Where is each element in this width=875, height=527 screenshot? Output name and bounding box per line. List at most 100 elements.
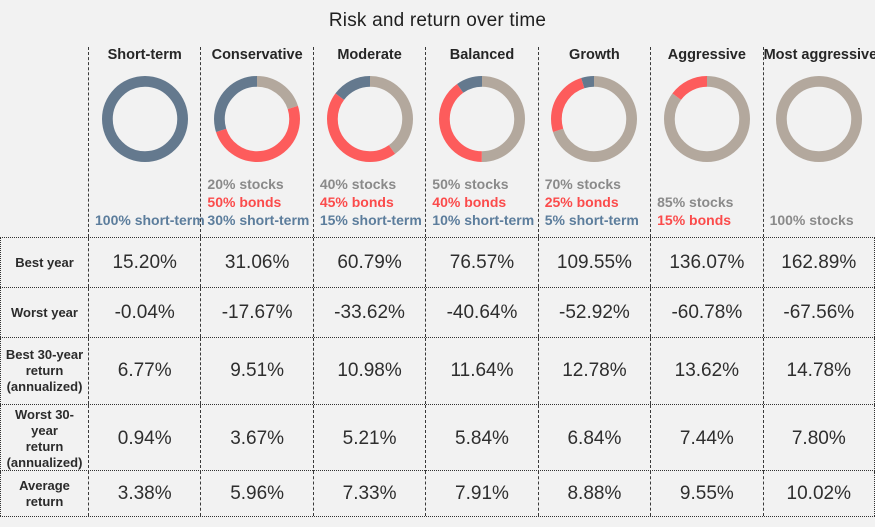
donut-segment-short_term — [101, 75, 188, 162]
allocation-legend: 70% stocks 25% bonds 5% short-term — [539, 169, 650, 229]
allocation-legend: 50% stocks 40% bonds 10% short-term — [426, 169, 537, 229]
allocation-label-stocks: 70% stocks — [544, 176, 621, 192]
return-value-cell: 8.88% — [537, 471, 650, 516]
returns-table: Best year 15.20% 31.06% 60.79% 76.57% 109.55… — [0, 237, 875, 517]
portfolio-name: Short-term — [107, 47, 182, 63]
donut-svg — [776, 75, 863, 162]
portfolio-column-growth: Growth 70% stocks 25% bonds 5% short-term — [537, 47, 650, 237]
donut-segment-bonds — [663, 75, 750, 162]
return-value-cell: 6.84% — [537, 405, 650, 473]
portfolio-column-conservative: Conservative 20% stocks 50% bonds 30% shor… — [200, 47, 312, 237]
return-value-cell: 0.94% — [88, 405, 200, 473]
row-label: Worst year — [0, 288, 88, 337]
portfolio-column-aggressive: Aggressive 85% stocks 15% bonds — [650, 47, 762, 237]
return-value-cell: 6.77% — [88, 338, 200, 404]
allocation-label-bonds: 15% bonds — [657, 212, 732, 228]
allocation-label-short_term: 5% short-term — [544, 212, 639, 228]
portfolio-column-moderate: Moderate 40% stocks 45% bonds 15% short-te… — [312, 47, 425, 237]
return-value-cell: 136.07% — [650, 238, 762, 287]
donut-svg — [214, 75, 301, 162]
allocation-label-short_term: 15% short-term — [319, 212, 422, 228]
allocation-label-short_term: 30% short-term — [207, 212, 310, 228]
portfolio-name: Aggressive — [667, 47, 746, 63]
donut-svg — [438, 75, 525, 162]
row-label: Average return — [0, 471, 88, 516]
allocation-label-stocks: 20% stocks — [207, 176, 284, 192]
donut-svg — [101, 75, 188, 162]
return-value-cell: 162.89% — [762, 238, 875, 287]
return-value-cell: 7.91% — [425, 471, 537, 516]
allocation-label-stocks: 85% stocks — [657, 194, 734, 210]
portfolio-donut-row: Short-term 100% short-term Conservative … — [0, 47, 875, 237]
allocation-label-stocks: 40% stocks — [319, 176, 397, 192]
allocation-donut-chart — [201, 68, 312, 169]
return-value-cell: -67.56% — [762, 288, 875, 337]
allocation-label-stocks: 50% stocks — [432, 176, 509, 192]
allocation-label-bonds: 45% bonds — [319, 194, 394, 210]
return-value-cell: -60.78% — [650, 288, 762, 337]
return-value-cell: 109.55% — [537, 238, 650, 287]
return-value-cell: 5.96% — [200, 471, 312, 516]
allocation-label-bonds: 40% bonds — [432, 194, 507, 210]
page-title: Risk and return over time — [328, 10, 547, 31]
return-value-cell: 60.79% — [312, 238, 425, 287]
donut-segment-short_term — [326, 75, 413, 162]
allocation-label-bonds: 50% bonds — [207, 194, 282, 210]
return-value-cell: 9.51% — [200, 338, 312, 404]
row-label: Best 30-year return (annualized) — [0, 338, 88, 404]
donut-segment-short_term — [214, 75, 301, 162]
return-value-cell: 7.44% — [650, 405, 762, 473]
return-value-cell: -33.62% — [312, 288, 425, 337]
return-value-cell: 10.98% — [312, 338, 425, 404]
return-value-cell: 15.20% — [88, 238, 200, 287]
return-value-cell: 11.64% — [425, 338, 537, 404]
allocation-legend: 85% stocks 15% bonds — [651, 169, 762, 229]
table-row: Worst year -0.04% -17.67% -33.62% -40.64% -5… — [0, 287, 875, 337]
donut-svg — [551, 75, 638, 162]
portfolio-name: Moderate — [337, 47, 402, 63]
allocation-legend: 100% short-term — [89, 169, 205, 229]
donut-segment-bonds — [326, 75, 413, 162]
table-row: Worst 30-year return (annualized) 0.94% 3… — [0, 404, 875, 473]
donut-segment-short_term — [438, 75, 525, 162]
return-value-cell: 7.80% — [762, 405, 875, 473]
table-row: Average return 3.38% 5.96% 7.33% 7.91% 8.88%… — [0, 470, 875, 517]
portfolio-name: Conservative — [211, 47, 303, 63]
portfolio-name: Growth — [569, 47, 620, 63]
return-value-cell: 9.55% — [650, 471, 762, 516]
allocation-donut-chart — [651, 68, 762, 169]
donut-svg — [663, 75, 750, 162]
return-value-cell: -52.92% — [537, 288, 650, 337]
donut-segment-stocks — [776, 75, 863, 162]
return-value-cell: -40.64% — [425, 288, 537, 337]
allocation-donut-chart — [314, 68, 425, 169]
return-value-cell: 10.02% — [762, 471, 875, 516]
donut-svg — [326, 75, 413, 162]
allocation-donut-chart — [539, 68, 650, 169]
donut-segment-bonds — [551, 75, 638, 162]
allocation-label-bonds: 25% bonds — [544, 194, 619, 210]
return-value-cell: 5.84% — [425, 405, 537, 473]
return-value-cell: 3.67% — [200, 405, 312, 473]
allocation-label-short_term: 100% short-term — [95, 212, 205, 228]
return-value-cell: 7.33% — [312, 471, 425, 516]
allocation-legend: 20% stocks 50% bonds 30% short-term — [201, 169, 312, 229]
portfolio-column-balanced: Balanced 50% stocks 40% bonds 10% short-te… — [425, 47, 537, 237]
donut-segment-bonds — [214, 75, 301, 162]
portfolio-column-short-term: Short-term 100% short-term — [88, 47, 205, 237]
row-label: Best year — [0, 238, 88, 287]
return-value-cell: 76.57% — [425, 238, 537, 287]
chart-left-spacer — [0, 47, 88, 237]
row-label: Worst 30-year return (annualized) — [0, 405, 88, 473]
allocation-donut-chart — [89, 68, 200, 169]
return-value-cell: -17.67% — [200, 288, 312, 337]
allocation-legend: 100% stocks — [764, 169, 875, 229]
return-value-cell: 3.38% — [88, 471, 200, 516]
allocation-donut-chart — [764, 68, 875, 169]
return-value-cell: 13.62% — [650, 338, 762, 404]
table-row: Best 30-year return (annualized) 6.77% 9.… — [0, 337, 875, 404]
return-value-cell: 12.78% — [537, 338, 650, 404]
donut-segment-short_term — [551, 75, 638, 162]
allocation-label-stocks: 100% stocks — [769, 212, 854, 228]
